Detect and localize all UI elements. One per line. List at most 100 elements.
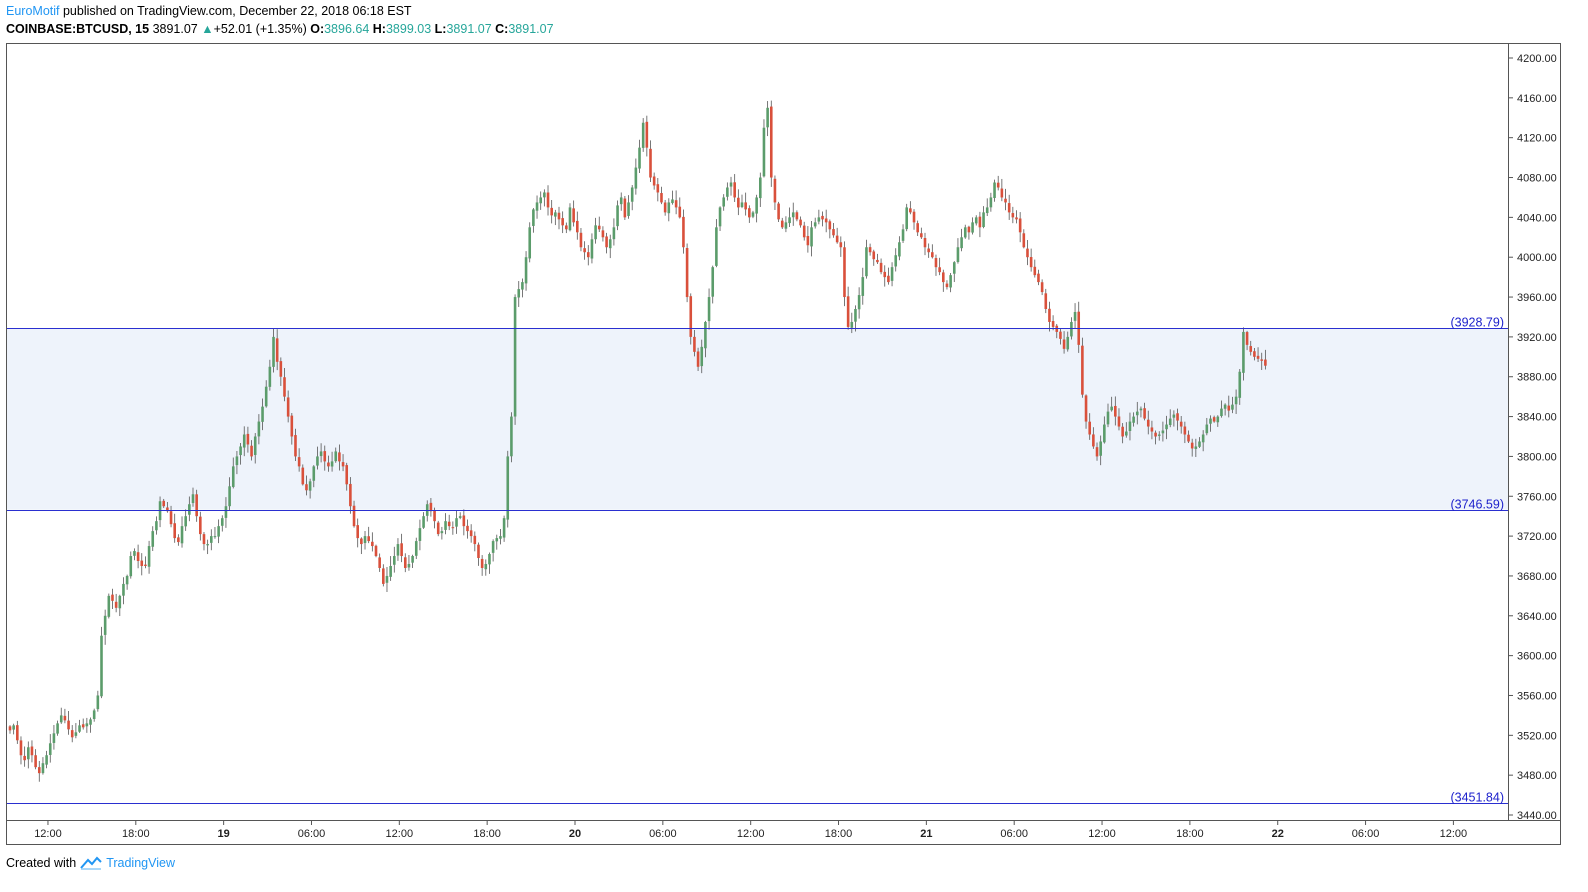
candle [1132,412,1135,427]
candle [103,609,107,645]
author-link[interactable]: EuroMotif [6,4,60,18]
candle-body [506,456,510,520]
candle-body [59,715,63,723]
candle-body [462,515,466,527]
candle-body [469,530,473,537]
candle [971,217,974,235]
candle-body [773,178,777,203]
candle-body [136,552,140,562]
candle-body [755,197,758,214]
candle-body [861,277,865,296]
candle [382,564,385,587]
candle-body [250,445,253,457]
candle-body [663,202,667,213]
candle-body [1026,248,1029,258]
price-tick-label: 3520.00 [1517,730,1557,742]
candle [81,718,85,730]
high-label: H: [372,22,386,36]
candle [967,225,971,240]
candle [550,200,553,224]
candle [224,497,228,528]
candle-body [586,252,590,258]
tradingview-link[interactable]: TradingView [106,856,175,870]
candle [1135,401,1139,425]
candle [440,526,444,540]
candle-body [576,220,579,233]
time-axis[interactable]: 12:00 18:00 19 06:00 12:00 18:00 20 06:00 12:00 1… [34,820,1467,840]
candle [19,736,23,765]
candle-body [411,556,414,563]
candle-body [784,222,788,229]
candle-body [521,282,524,290]
candle-body [414,541,418,556]
candle [963,224,967,239]
candle [74,723,78,739]
candle [286,390,290,423]
candle [242,426,246,457]
candle-body [623,198,627,218]
candle-body [473,535,477,545]
candle-body [528,227,532,259]
candle [1015,210,1018,224]
candle [257,414,261,445]
candle [623,196,627,220]
candle [107,593,111,619]
candle [1081,337,1084,398]
candle-body [678,206,682,218]
candle-body [1066,336,1070,350]
candle [367,526,370,544]
candle [543,189,546,207]
candle-body [34,755,37,768]
candle [239,442,242,465]
time-tick-label: 18:00 [122,828,150,840]
candle-body [1110,406,1113,411]
candle-body [118,595,122,609]
candle-body [1143,408,1146,419]
price-axis[interactable]: 3440.00 3480.00 3520.00 3560.00 3600.00 3640.… [1508,53,1557,822]
candle-body [301,467,305,485]
candle [546,185,550,216]
candle [748,205,751,223]
candle-body [744,202,747,210]
candle [1062,331,1066,354]
symbol-label: COINBASE:BTCUSD, 15 [6,22,150,36]
candle [312,465,316,488]
candle-body [1205,424,1209,434]
candle [821,211,824,227]
candle-body [971,222,974,233]
candle [517,281,521,307]
candle-body [338,452,341,462]
candle [136,544,140,569]
candle-body [367,536,370,542]
candle-body [202,534,206,545]
candle-body [396,544,400,556]
candle-body [1253,351,1256,357]
candle-body [444,521,447,530]
candle-body [1179,421,1183,427]
candle-body [938,267,941,273]
candle [378,553,381,572]
candle-body [499,536,502,539]
candle [352,500,356,528]
time-tick-label: 20 [569,828,581,840]
price-tick-label: 3960.00 [1517,292,1557,304]
candle [1227,395,1231,418]
level-label: (3928.79) [1450,316,1504,330]
candle [1168,409,1172,428]
candle-body [1231,404,1234,410]
high-value: 3899.03 [385,22,432,36]
time-tick-label: 18:00 [825,828,853,840]
candle [133,548,136,561]
price-tick-label: 3600.00 [1517,651,1557,663]
candle-body [74,732,78,736]
candle-body [81,724,85,728]
candle-body [572,208,575,223]
candle [70,725,74,743]
candle [1179,416,1183,434]
candle-body [23,755,26,761]
candle [1040,279,1044,296]
candle-body [477,544,480,559]
candle-body [1165,424,1168,430]
candle [634,158,638,195]
